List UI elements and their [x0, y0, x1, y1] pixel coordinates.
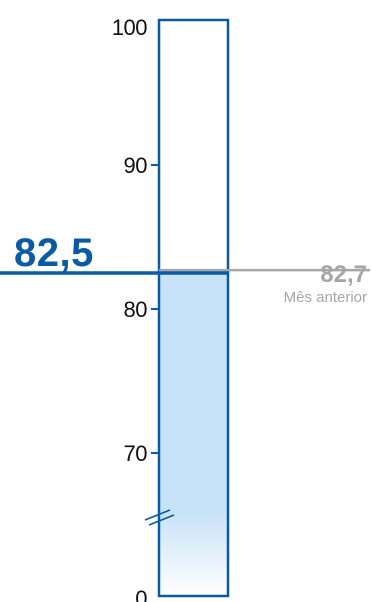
current-value-label: 82,5 — [14, 231, 94, 275]
axis-break-stroke-2 — [148, 514, 175, 526]
axis-break-marker — [144, 509, 175, 526]
tick-label-100: 100 — [112, 15, 147, 40]
tick-label-80: 80 — [124, 297, 148, 322]
tick-label-70: 70 — [124, 441, 148, 466]
previous-value-label: 82,7 — [320, 261, 367, 288]
axis-break-stroke-1 — [144, 509, 171, 521]
tick-label-90: 90 — [124, 153, 148, 178]
previous-month-caption: Mês anterior — [284, 289, 367, 306]
axis-ticks: 0 70 80 90 100 — [112, 15, 159, 602]
tick-label-0: 0 — [135, 586, 147, 602]
gauge-fill — [159, 273, 228, 596]
